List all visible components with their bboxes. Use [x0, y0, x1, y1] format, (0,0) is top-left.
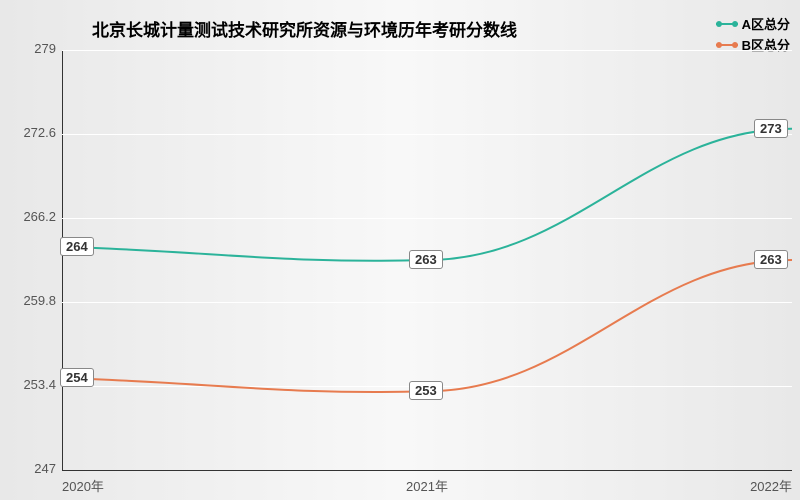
data-point-label: 264 [60, 237, 94, 256]
chart-root: 北京长城计量测试技术研究所资源与环境历年考研分数线 A区总分 B区总分 2472… [0, 0, 800, 500]
series-line [62, 260, 792, 392]
data-point-label: 273 [754, 119, 788, 138]
data-point-label: 253 [409, 381, 443, 400]
series-line [62, 129, 792, 261]
data-point-label: 254 [60, 368, 94, 387]
plot-svg [0, 0, 800, 500]
data-point-label: 263 [754, 250, 788, 269]
data-point-label: 263 [409, 250, 443, 269]
